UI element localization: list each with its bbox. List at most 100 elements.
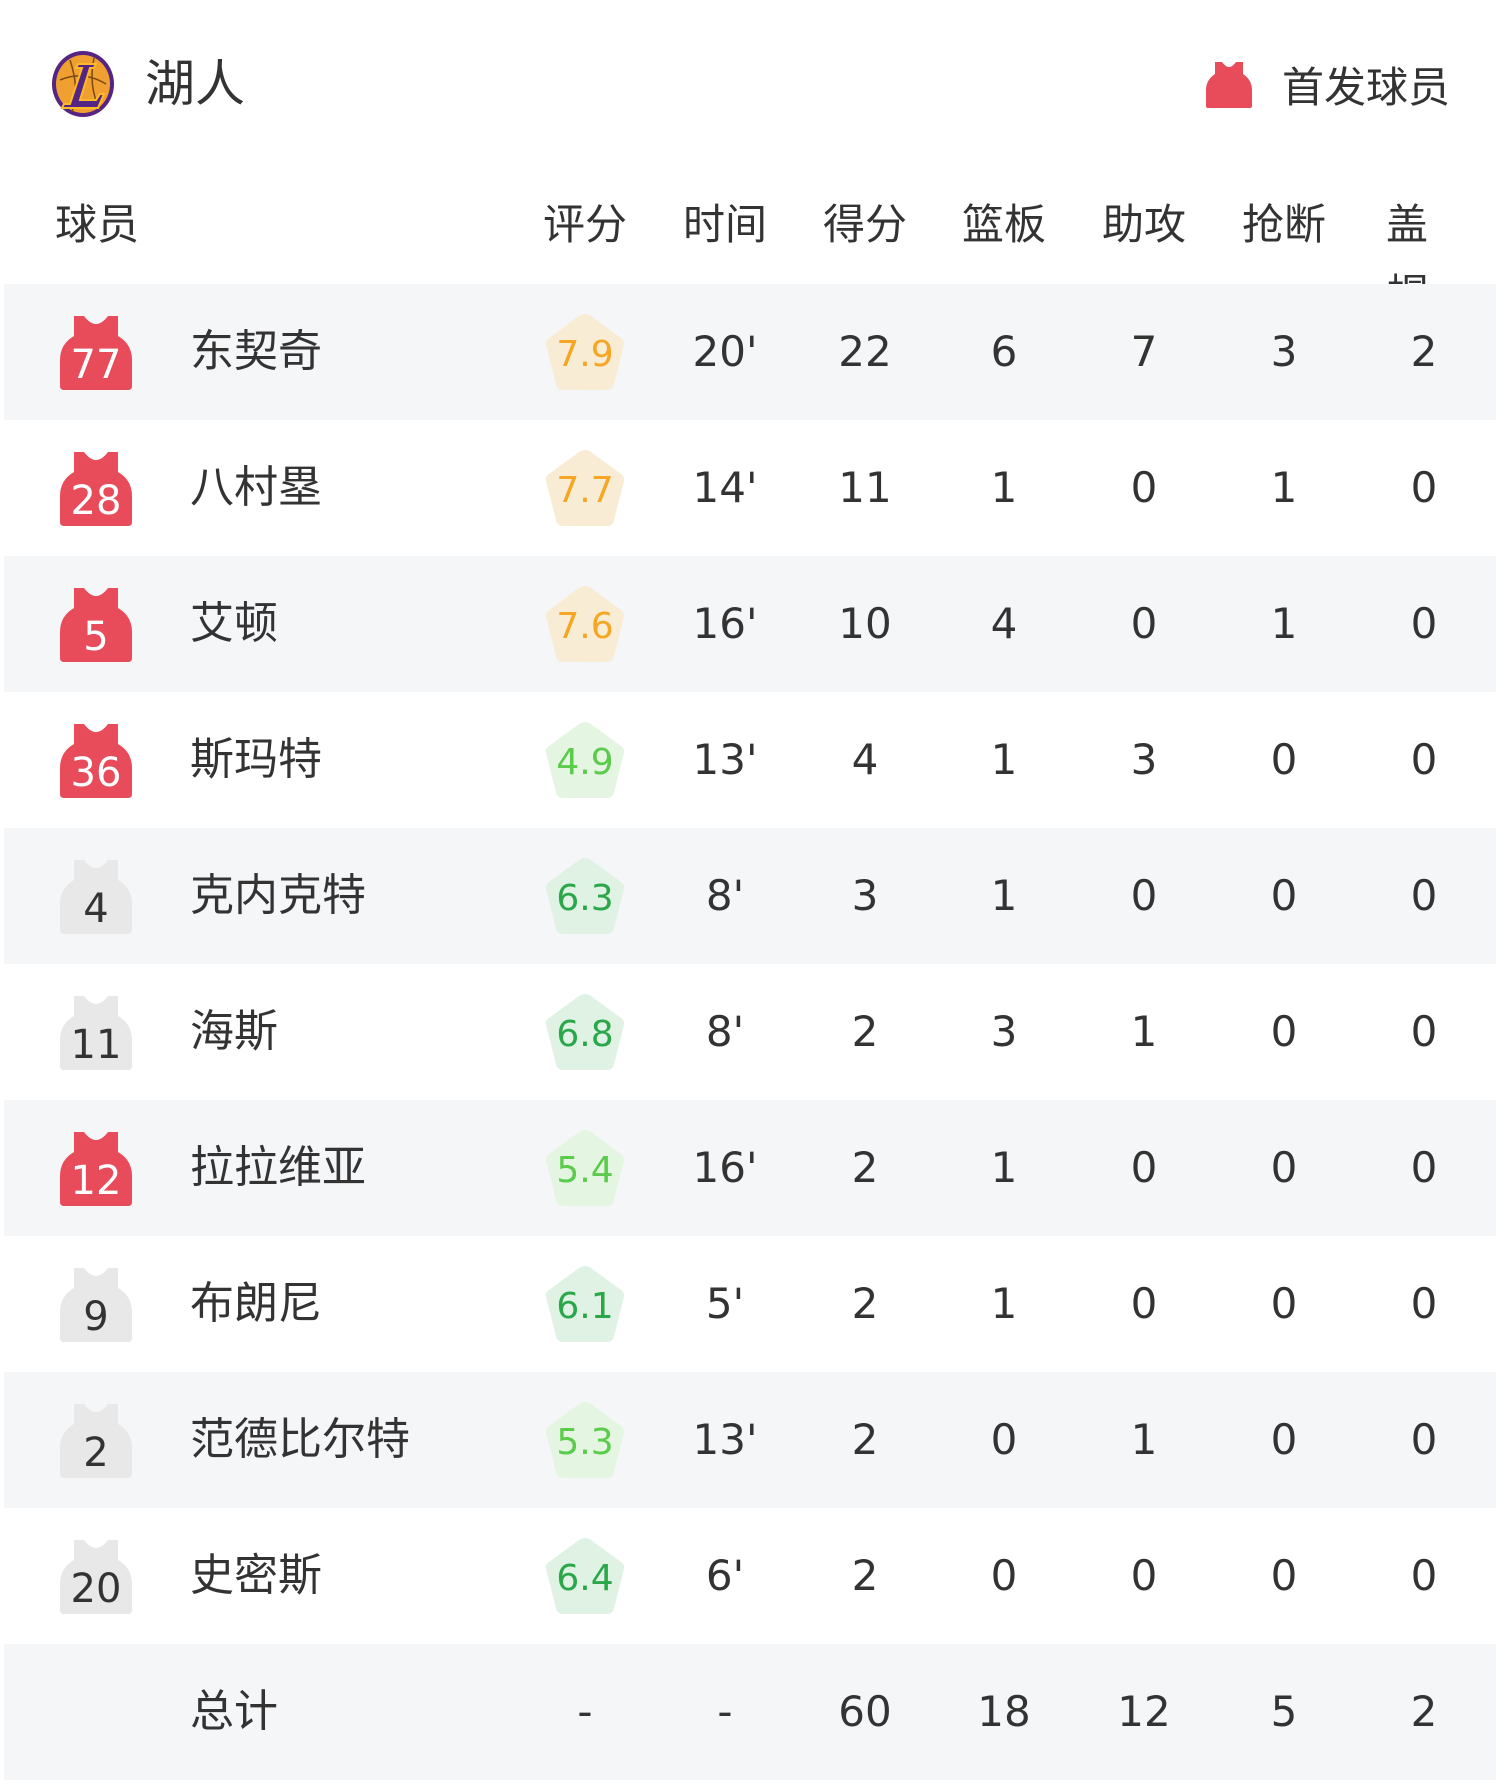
player-name[interactable]: 斯玛特 xyxy=(190,734,322,785)
total-steals-cell: 5 xyxy=(1270,1687,1298,1736)
time-cell: 8' xyxy=(705,871,745,920)
jersey-icon: 12 xyxy=(60,1130,132,1206)
assists-cell: 1 xyxy=(1130,1007,1158,1056)
column-header-rebounds[interactable]: 篮板 xyxy=(961,200,1047,249)
points-cell: 2 xyxy=(851,1143,879,1192)
jersey-number: 28 xyxy=(70,478,122,524)
player-name[interactable]: 克内克特 xyxy=(190,870,366,921)
assists-cell: 0 xyxy=(1130,1551,1158,1600)
assists-cell: 0 xyxy=(1130,871,1158,920)
steals-cell: 0 xyxy=(1270,871,1298,920)
blocks-cell: 2 xyxy=(1410,327,1438,376)
points-cell: 2 xyxy=(851,1551,879,1600)
rebounds-cell: 6 xyxy=(990,327,1018,376)
rating-badge: 4.9 xyxy=(543,718,627,802)
time-cell: 16' xyxy=(692,599,758,648)
total-time-cell: - xyxy=(717,1687,733,1736)
jersey-number: 5 xyxy=(83,614,109,660)
player-name[interactable]: 拉拉维亚 xyxy=(190,1142,366,1193)
rating-value: 4.9 xyxy=(556,742,614,783)
player-name[interactable]: 东契奇 xyxy=(190,326,322,377)
rating-value: 7.6 xyxy=(556,606,614,647)
player-name[interactable]: 布朗尼 xyxy=(190,1278,322,1329)
blocks-cell: 0 xyxy=(1410,1279,1438,1328)
time-cell: 13' xyxy=(692,1415,758,1464)
column-header-row: 球员 评分 时间 得分 篮板 助攻 抢断 盖帽 xyxy=(0,190,1500,319)
column-header-rating[interactable]: 评分 xyxy=(542,200,628,249)
rating-value: 7.9 xyxy=(556,334,614,375)
column-header-steals[interactable]: 抢断 xyxy=(1241,200,1327,249)
assists-cell: 0 xyxy=(1130,599,1158,648)
steals-cell: 0 xyxy=(1270,735,1298,784)
total-assists-cell: 12 xyxy=(1117,1687,1171,1736)
steals-cell: 0 xyxy=(1270,1551,1298,1600)
rating-value: 5.3 xyxy=(556,1422,614,1463)
player-row[interactable]: 2 范德比尔特 5.3 13' 2 0 1 0 0 xyxy=(4,1372,1496,1508)
time-cell: 6' xyxy=(705,1551,745,1600)
total-rebounds-cell: 18 xyxy=(977,1687,1031,1736)
rebounds-cell: 1 xyxy=(990,463,1018,512)
blocks-cell: 0 xyxy=(1410,871,1438,920)
rating-value: 6.4 xyxy=(556,1558,614,1599)
column-header-time[interactable]: 时间 xyxy=(682,200,768,249)
player-row[interactable]: 5 艾顿 7.6 16' 10 4 0 1 0 xyxy=(4,556,1496,692)
rating-value: 5.4 xyxy=(556,1150,614,1191)
blocks-cell: 0 xyxy=(1410,1143,1438,1192)
jersey-icon: 11 xyxy=(60,994,132,1070)
rebounds-cell: 0 xyxy=(990,1551,1018,1600)
blocks-cell: 0 xyxy=(1410,599,1438,648)
team-name: 湖人 xyxy=(145,55,245,113)
total-points-cell: 60 xyxy=(838,1687,892,1736)
rating-badge: 5.3 xyxy=(543,1398,627,1482)
rating-badge: 5.4 xyxy=(543,1126,627,1210)
column-header-assists[interactable]: 助攻 xyxy=(1101,200,1187,249)
starter-legend: 首发球员 xyxy=(1205,52,1450,116)
player-row[interactable]: 12 拉拉维亚 5.4 16' 2 1 0 0 0 xyxy=(4,1100,1496,1236)
total-blocks-cell: 2 xyxy=(1410,1687,1438,1736)
rebounds-cell: 1 xyxy=(990,871,1018,920)
blocks-cell: 0 xyxy=(1410,735,1438,784)
player-name[interactable]: 范德比尔特 xyxy=(190,1414,410,1465)
rebounds-cell: 0 xyxy=(990,1415,1018,1464)
rating-badge: 6.3 xyxy=(543,854,627,938)
time-cell: 13' xyxy=(692,735,758,784)
rebounds-cell: 4 xyxy=(990,599,1018,648)
assists-cell: 7 xyxy=(1130,327,1158,376)
time-cell: 16' xyxy=(692,1143,758,1192)
player-name[interactable]: 史密斯 xyxy=(190,1550,322,1601)
steals-cell: 0 xyxy=(1270,1143,1298,1192)
rebounds-cell: 1 xyxy=(990,735,1018,784)
player-row[interactable]: 20 史密斯 6.4 6' 2 0 0 0 0 xyxy=(4,1508,1496,1644)
jersey-number: 9 xyxy=(83,1294,109,1340)
steals-cell: 0 xyxy=(1270,1279,1298,1328)
steals-cell: 1 xyxy=(1270,599,1298,648)
time-cell: 20' xyxy=(692,327,758,376)
player-row[interactable]: 4 克内克特 6.3 8' 3 1 0 0 0 xyxy=(4,828,1496,964)
assists-cell: 1 xyxy=(1130,1415,1158,1464)
jersey-icon: 36 xyxy=(60,722,132,798)
team-header: 湖人 首发球员 xyxy=(0,0,1500,170)
player-name[interactable]: 艾顿 xyxy=(190,598,278,649)
player-row[interactable]: 28 八村塁 7.7 14' 11 1 0 1 0 xyxy=(4,420,1496,556)
rating-badge: 7.6 xyxy=(543,582,627,666)
column-header-points[interactable]: 得分 xyxy=(822,200,908,249)
legend-label: 首发球员 xyxy=(1281,62,1450,112)
player-row[interactable]: 9 布朗尼 6.1 5' 2 1 0 0 0 xyxy=(4,1236,1496,1372)
rating-badge: 7.9 xyxy=(543,310,627,394)
rating-cell: - xyxy=(577,1687,593,1736)
steals-cell: 0 xyxy=(1270,1415,1298,1464)
points-cell: 10 xyxy=(838,599,892,648)
column-header-player: 球员 xyxy=(55,200,140,249)
player-row[interactable]: 77 东契奇 7.9 20' 22 6 7 3 2 xyxy=(4,284,1496,420)
player-row[interactable]: 11 海斯 6.8 8' 2 3 1 0 0 xyxy=(4,964,1496,1100)
jersey-icon: 4 xyxy=(60,858,132,934)
jersey-icon: 20 xyxy=(60,1538,132,1614)
points-cell: 2 xyxy=(851,1415,879,1464)
player-name[interactable]: 八村塁 xyxy=(190,462,322,513)
jersey-number: 77 xyxy=(70,342,122,388)
jersey-icon: 2 xyxy=(60,1402,132,1478)
player-row[interactable]: 36 斯玛特 4.9 13' 4 1 3 0 0 xyxy=(4,692,1496,828)
rating-value: 6.3 xyxy=(556,878,614,919)
assists-cell: 3 xyxy=(1130,735,1158,784)
player-name[interactable]: 海斯 xyxy=(190,1006,278,1057)
